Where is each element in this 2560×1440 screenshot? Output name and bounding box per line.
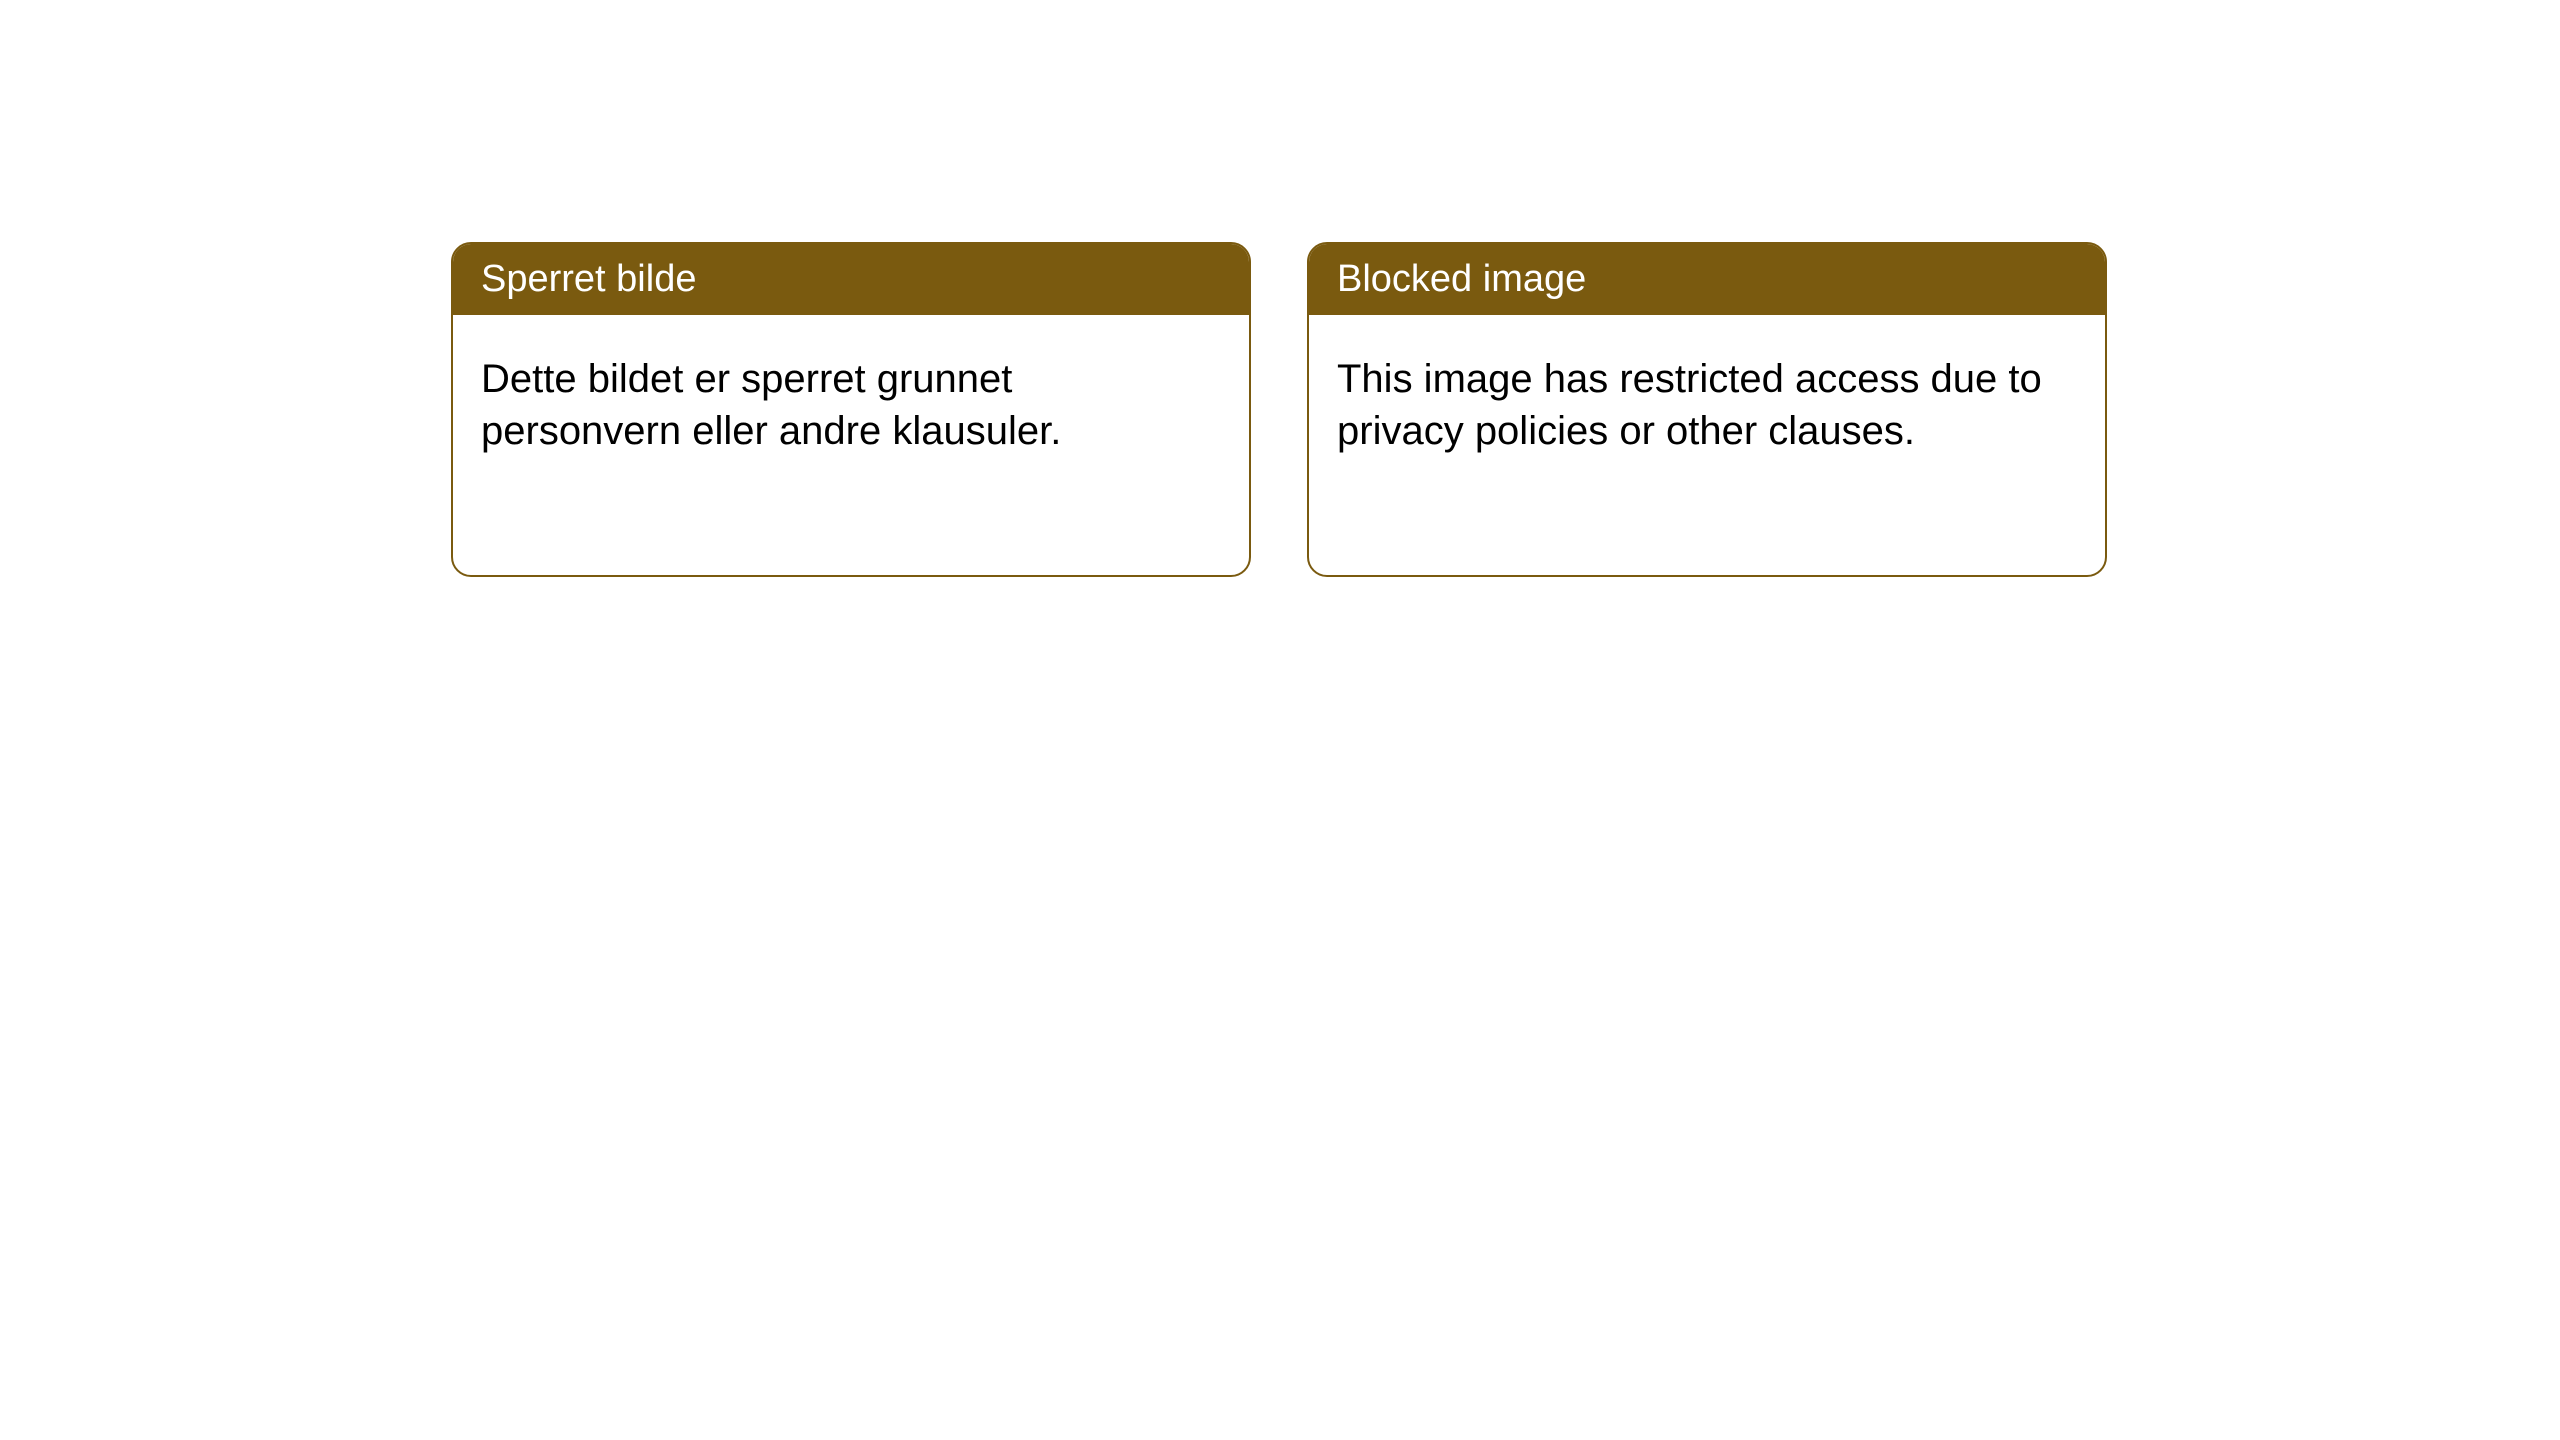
- card-header: Blocked image: [1309, 244, 2105, 315]
- card-body: This image has restricted access due to …: [1309, 315, 2105, 495]
- card-body-text: This image has restricted access due to …: [1337, 357, 2042, 453]
- notice-card-norwegian: Sperret bilde Dette bildet er sperret gr…: [451, 242, 1251, 577]
- card-title: Sperret bilde: [481, 258, 696, 300]
- notice-cards-container: Sperret bilde Dette bildet er sperret gr…: [451, 242, 2107, 577]
- card-body: Dette bildet er sperret grunnet personve…: [453, 315, 1249, 495]
- card-header: Sperret bilde: [453, 244, 1249, 315]
- card-body-text: Dette bildet er sperret grunnet personve…: [481, 357, 1061, 453]
- notice-card-english: Blocked image This image has restricted …: [1307, 242, 2107, 577]
- card-title: Blocked image: [1337, 258, 1586, 300]
